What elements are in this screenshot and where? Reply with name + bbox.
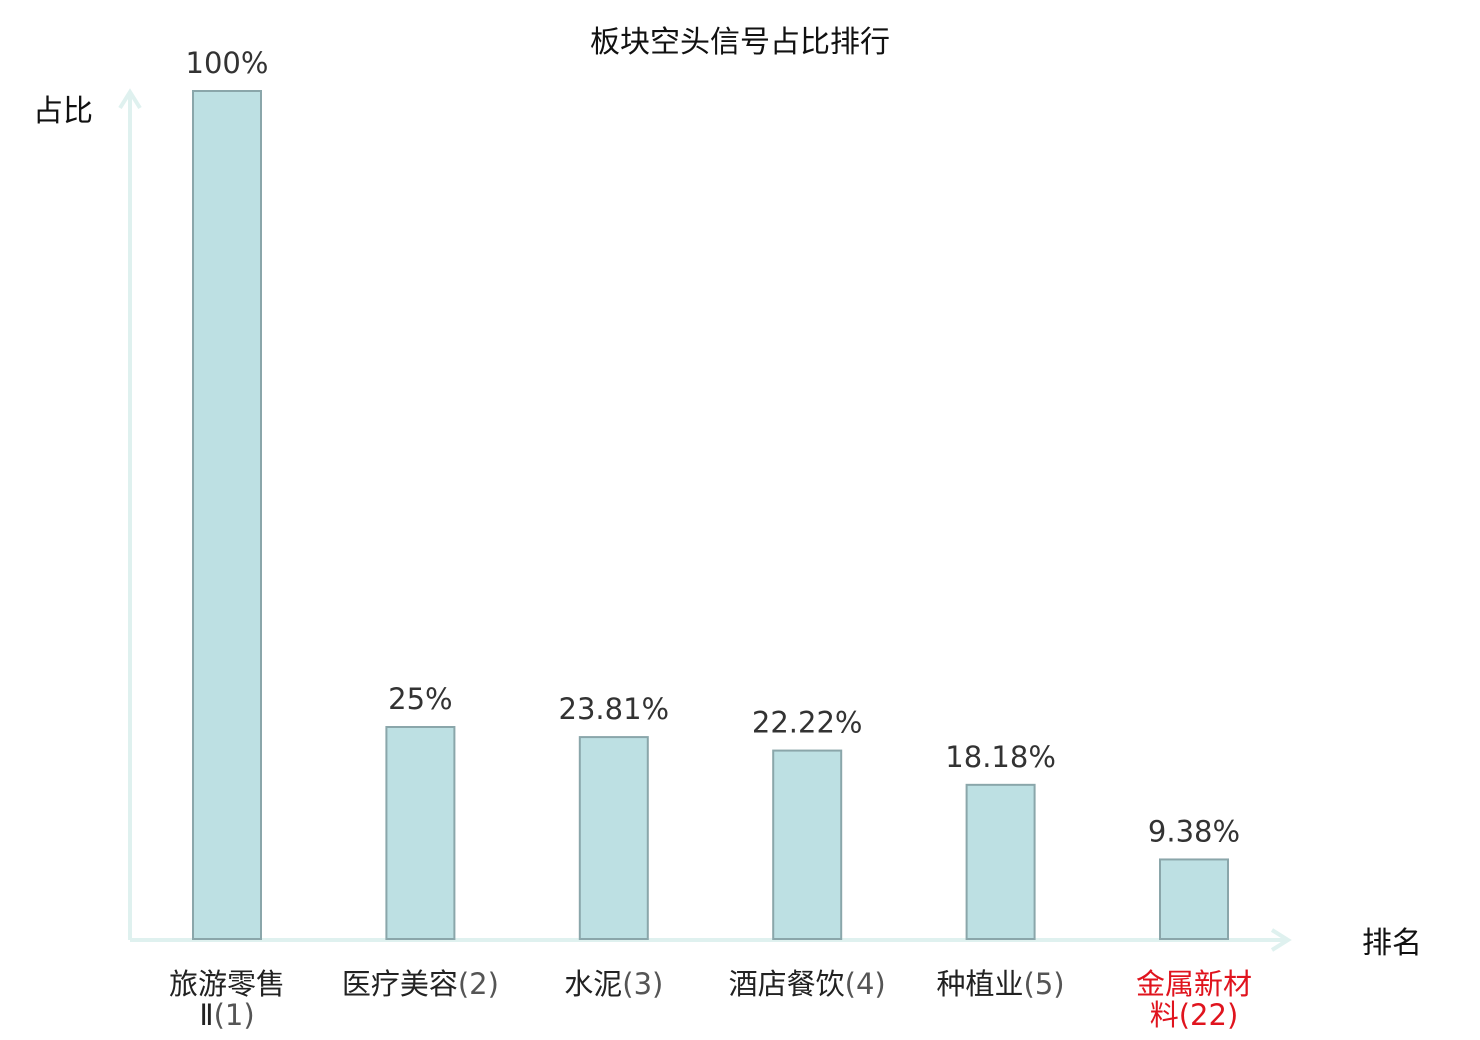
category-name-continued: 料 (1150, 998, 1179, 1032)
category-name-continued: Ⅱ (199, 998, 213, 1032)
bar-5 (965, 783, 1036, 941)
bar-2 (385, 726, 456, 940)
y-axis: 占比 (33, 88, 142, 940)
category-name: 医疗美容 (342, 967, 458, 1001)
chart-title: 板块空头信号占比排行 (590, 25, 890, 60)
x-axis-label: 排名 (1362, 926, 1422, 961)
category-name: 金属新材 (1136, 967, 1252, 1001)
bar-value-label-2: 25% (388, 682, 452, 716)
category-rank: (4) (845, 967, 886, 1001)
category-rank: (2) (458, 967, 499, 1001)
bar-value-label-3: 23.81% (559, 692, 670, 726)
bar-value-label-6: 9.38% (1148, 814, 1240, 848)
category-rank: (22) (1179, 998, 1239, 1032)
category-name: 旅游零售 (169, 967, 285, 1001)
category-rank: (1) (214, 998, 255, 1032)
category-label-5: 种植业(5) (937, 967, 1065, 1001)
bar-4 (772, 749, 843, 940)
category-rank: (5) (1024, 967, 1065, 1001)
bars-group (192, 90, 1229, 941)
bar-1 (192, 90, 262, 940)
category-label-6: 金属新材料(22) (1136, 967, 1252, 1032)
bar-value-label-4: 22.22% (752, 706, 863, 740)
category-label-4: 酒店餐饮(4) (729, 967, 886, 1001)
x-axis: 排名 (130, 926, 1422, 961)
y-axis-arrow (118, 88, 142, 110)
category-labels-group: 旅游零售 Ⅱ(1)医疗美容(2) 水泥(3) 酒店餐饮(4) 种植业(5) 金属新材料(2… (169, 967, 1252, 1032)
bar-value-label-1: 100% (186, 46, 269, 80)
category-name: 酒店餐饮 (729, 967, 845, 1001)
category-rank: (3) (622, 967, 663, 1001)
category-label-2: 医疗美容(2) (342, 967, 499, 1001)
bar-3 (578, 736, 649, 940)
bar-6 (1159, 858, 1229, 940)
category-name: 种植业 (937, 967, 1024, 1001)
y-axis-label: 占比 (33, 94, 93, 129)
bar-value-label-5: 18.18% (945, 740, 1056, 774)
x-axis-arrow (1270, 928, 1292, 952)
category-label-1: 旅游零售 Ⅱ(1) (169, 967, 285, 1032)
category-label-3: 水泥(3) (564, 967, 663, 1001)
value-labels-group: 100% 25% 23.81% 22.22% 18.18% 9.38% (186, 46, 1241, 848)
category-name: 水泥 (564, 967, 622, 1001)
